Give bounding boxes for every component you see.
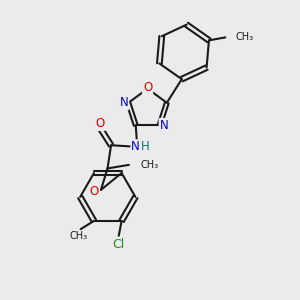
Text: N: N	[120, 96, 128, 109]
Text: H: H	[141, 140, 150, 153]
Text: N: N	[131, 140, 140, 153]
Text: CH₃: CH₃	[70, 231, 88, 242]
Text: N: N	[160, 119, 168, 132]
Text: Cl: Cl	[112, 238, 125, 250]
Text: CH₃: CH₃	[140, 160, 158, 170]
Text: O: O	[95, 117, 105, 130]
Text: O: O	[90, 185, 99, 198]
Text: CH₃: CH₃	[236, 32, 254, 42]
Text: O: O	[143, 81, 152, 94]
